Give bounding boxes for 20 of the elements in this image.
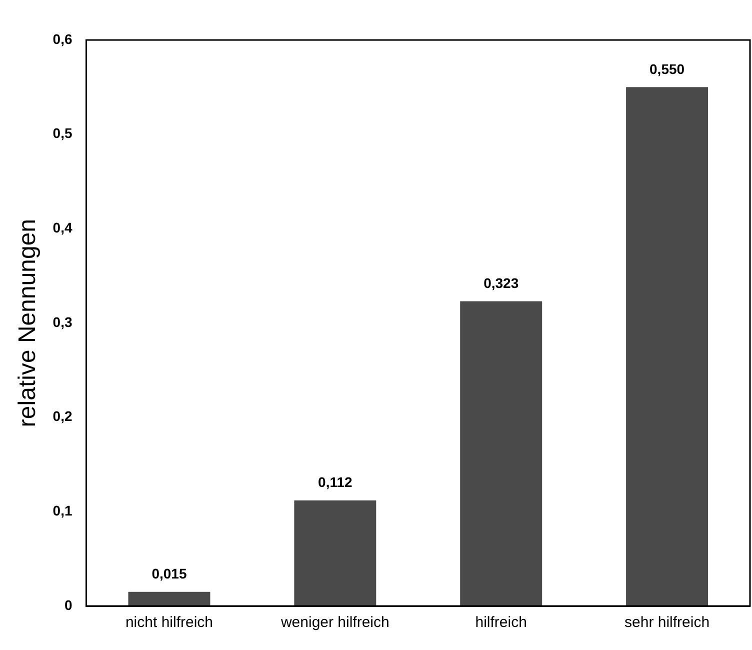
y-axis-title: relative Nennungen (14, 218, 42, 428)
bar (294, 500, 376, 606)
x-tick-label: weniger hilfreich (280, 614, 390, 632)
y-tick-label: 0,3 (52, 314, 72, 330)
y-tick-label: 0 (64, 596, 72, 613)
y-tick-label: 0,5 (52, 125, 72, 142)
x-tick-label: nicht hilfreich (125, 614, 214, 632)
data-label: 0,550 (650, 61, 685, 78)
y-tick-label: 0,6 (52, 30, 72, 47)
y-tick-label: 0,2 (52, 408, 72, 424)
bar (626, 87, 708, 606)
data-label: 0,112 (318, 474, 353, 490)
data-label: 0,323 (484, 275, 519, 292)
data-label: 0,015 (152, 566, 187, 582)
bar (460, 301, 542, 606)
bar (128, 592, 210, 606)
x-tick-label: hilfreich (475, 614, 527, 632)
x-tick-label: sehr hilfreich (624, 614, 710, 632)
y-tick-label: 0,4 (52, 220, 72, 236)
y-tick-label: 0,1 (52, 502, 72, 519)
